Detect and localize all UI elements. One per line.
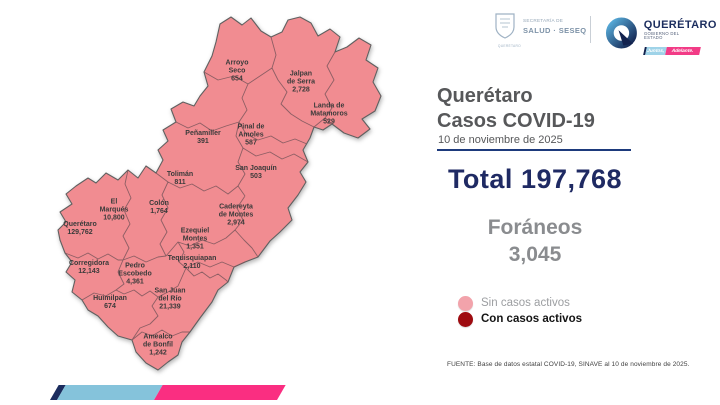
- municipality-label-cadereyta-de-montes: Cadereyta de Montes 2,974: [218, 203, 254, 226]
- municipality-label-penamiller: Peñamiller 391: [185, 130, 221, 145]
- legend-label-no-active: Sin casos activos: [481, 297, 570, 309]
- salud-dept-line: SECRETARÍA DE: [523, 19, 564, 24]
- foraneos-value: 3,045: [508, 243, 562, 267]
- source-note: FUENTE: Base de datos estatal COVID-19, …: [447, 361, 690, 368]
- municipality-label-arroyo-seco: Arroyo Seco 654: [225, 59, 249, 82]
- state-outline: [57, 16, 382, 371]
- queretaro-gov-logo: QUERÉTARO GOBIERNO DEL ESTADO Juntos, Ad…: [605, 15, 720, 55]
- municipality-label-amealco-de-bonfil: Amealco de Bonfil 1,242: [143, 333, 173, 356]
- badge-blue-text: Juntos,: [646, 48, 665, 54]
- date-underline: [437, 149, 631, 151]
- municipality-label-pinal-de-amoles: Pinal de Amoles 587: [237, 123, 265, 146]
- logo-divider: [590, 16, 591, 43]
- title-line-2: Casos COVID-19: [437, 110, 595, 132]
- q-logo-icon: [605, 17, 637, 49]
- total-label: Total: [447, 164, 513, 194]
- active-cases-dot-icon: [458, 311, 473, 327]
- municipality-label-colon: Colón 1,764: [149, 200, 169, 215]
- municipality-label-san-joaquin: San Joaquín 503: [235, 165, 277, 180]
- queretaro-state-map: [57, 16, 382, 371]
- no-active-cases-dot-icon: [458, 295, 473, 311]
- municipality-label-corregidora: Corregidora 12,143: [68, 260, 110, 275]
- total-cases: Total 197,768: [400, 164, 670, 195]
- salud-seseq-logo: QUERÉTARO SECRETARÍA DE SALUD · SESEQ: [492, 12, 587, 51]
- footer-bar-blue-segment: [57, 385, 163, 400]
- foraneos-label: Foráneos: [487, 216, 583, 239]
- municipality-label-san-juan-del-rio: San Juan del Río 21,339: [154, 287, 186, 310]
- badge-pink-text: Adelante.: [671, 48, 694, 54]
- legend-label-active: Con casos activos: [481, 313, 582, 325]
- municipality-label-tequisquiapan: Tequisquiapan 2,110: [167, 255, 217, 270]
- salud-name: SALUD · SESEQ: [523, 26, 587, 35]
- crest-caption: QUERÉTARO: [497, 45, 521, 49]
- municipality-label-toliman: Tolimán 811: [166, 171, 194, 186]
- report-date: 10 de noviembre de 2025: [438, 134, 563, 146]
- municipality-label-pedro-escobedo: Pedro Escobedo 4,361: [118, 262, 152, 285]
- crest-icon: [495, 13, 515, 39]
- crest-wrap: QUERÉTARO: [492, 12, 521, 51]
- municipality-label-el-marques: El Marqués 10,800: [99, 198, 129, 221]
- estado-name: QUERÉTARO: [643, 19, 717, 31]
- title-line-1: Querétaro: [437, 85, 533, 107]
- municipality-label-queretaro: Querétaro 129,762: [63, 221, 97, 236]
- juntos-adelante-badge: Juntos, Adelante.: [642, 47, 703, 55]
- municipality-label-jalpan-de-serra: Jalpan de Serra 2,728: [286, 70, 316, 93]
- municipality-label-landa-de-matamoros: Landa de Matamoros 529: [310, 102, 348, 125]
- legend-row-active: Con casos activos: [458, 311, 582, 327]
- footer-accent-bar: [50, 385, 286, 400]
- estado-subtitle: GOBIERNO DEL ESTADO: [643, 32, 679, 41]
- municipality-borders: [64, 36, 336, 341]
- legend-row-no-active: Sin casos activos: [458, 295, 582, 311]
- municipality-label-huimilpan: Huimilpan 674: [93, 295, 127, 310]
- footer-bar-pink-segment: [154, 385, 286, 400]
- legend: Sin casos activos Con casos activos: [458, 295, 582, 327]
- municipality-label-ezequiel-montes: Ezequiel Montes 1,351: [180, 227, 210, 250]
- total-value: 197,768: [520, 164, 623, 194]
- page-title: Querétaro Casos COVID-19: [437, 84, 595, 134]
- foraneos-block: Foráneos 3,045: [400, 214, 670, 269]
